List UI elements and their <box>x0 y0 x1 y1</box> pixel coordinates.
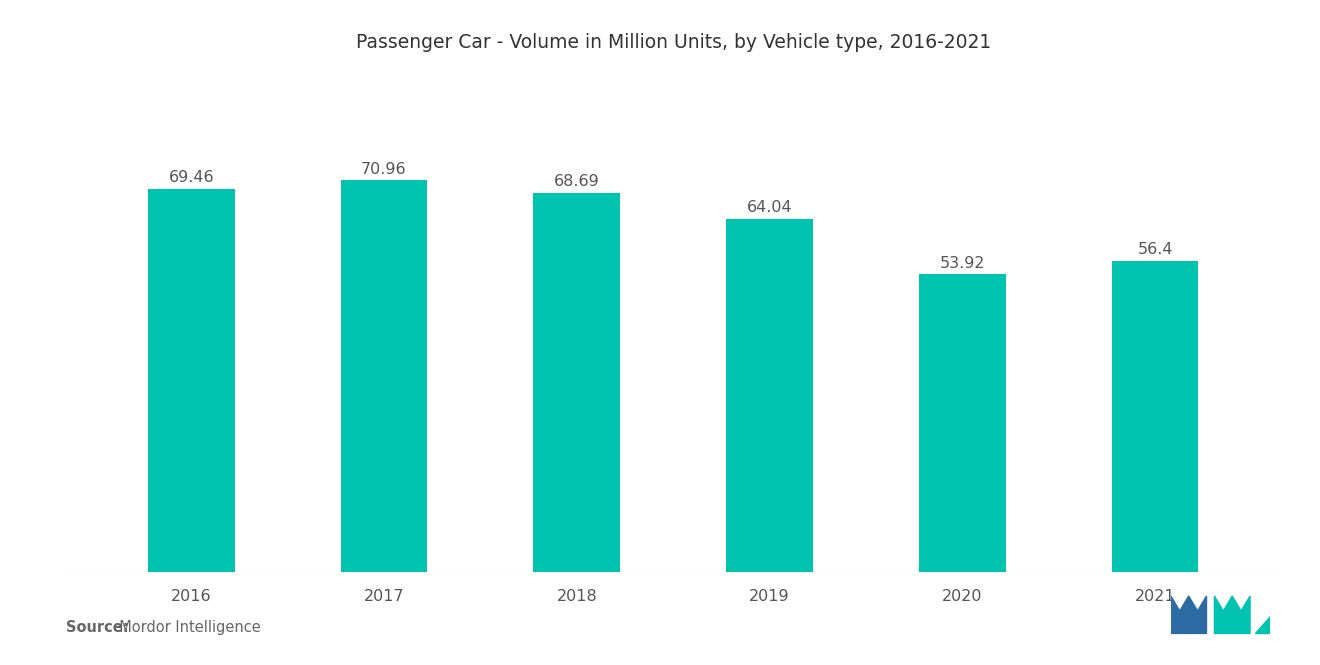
Text: 64.04: 64.04 <box>747 200 792 215</box>
Text: 56.4: 56.4 <box>1138 242 1173 257</box>
Bar <box>919 275 1006 572</box>
Polygon shape <box>1171 596 1188 633</box>
Bar <box>1111 261 1199 572</box>
Bar <box>726 219 813 572</box>
Text: 53.92: 53.92 <box>940 255 985 271</box>
Text: 70.96: 70.96 <box>362 162 407 177</box>
Bar <box>341 180 428 572</box>
Text: 69.46: 69.46 <box>169 170 214 185</box>
Text: Source:: Source: <box>66 620 128 635</box>
Polygon shape <box>1214 596 1233 633</box>
Polygon shape <box>1233 596 1250 633</box>
Polygon shape <box>1255 616 1270 633</box>
Bar <box>148 189 235 572</box>
Polygon shape <box>1188 596 1206 633</box>
Text: 68.69: 68.69 <box>554 174 599 189</box>
Bar <box>533 193 620 572</box>
Text: Mordor Intelligence: Mordor Intelligence <box>110 620 260 635</box>
Title: Passenger Car - Volume in Million Units, by Vehicle type, 2016-2021: Passenger Car - Volume in Million Units,… <box>355 33 991 52</box>
